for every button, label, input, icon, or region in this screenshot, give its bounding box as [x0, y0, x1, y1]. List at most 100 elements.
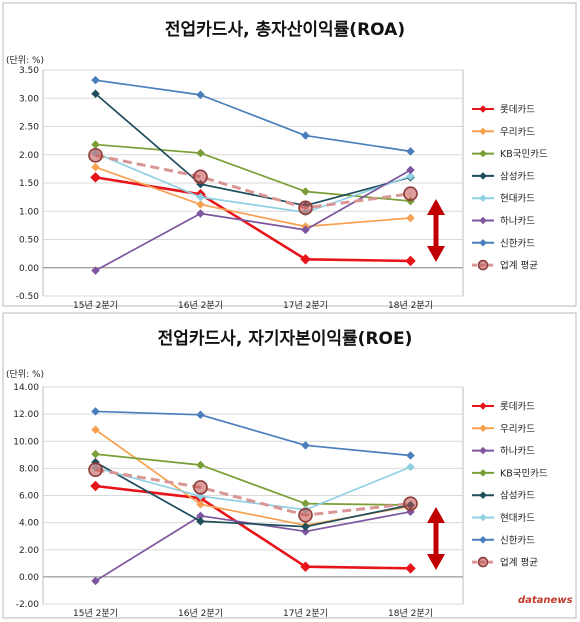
legend-label: 롯데카드 [500, 402, 535, 413]
data-point [88, 462, 103, 478]
data-point [193, 169, 208, 185]
data-point [301, 225, 310, 235]
chart-title: 전업카드사, 자기자본이익률(ROE) [158, 329, 413, 349]
legend-marker [477, 556, 489, 568]
y-tick-label: 0.50 [19, 236, 39, 246]
legend-label: 롯데카드 [500, 105, 535, 116]
legend-label: 우리카드 [500, 424, 535, 435]
series-line [94, 93, 411, 207]
gap-arrow-head-up [427, 507, 445, 523]
series [91, 407, 415, 460]
legend-marker [479, 513, 487, 522]
data-point [406, 462, 415, 472]
data-point [196, 499, 205, 509]
y-tick-label: -2.00 [16, 600, 40, 610]
legend-label: 업계 평균 [500, 260, 538, 272]
data-point [301, 440, 310, 450]
data-point [301, 522, 310, 532]
series-line [95, 79, 411, 153]
series-line [95, 453, 411, 506]
series [91, 75, 415, 156]
y-tick-label: 12.00 [13, 410, 39, 420]
data-point [196, 410, 205, 420]
legend-marker [479, 127, 487, 136]
legend-marker [479, 194, 487, 203]
data-point [300, 561, 311, 573]
series-line [95, 468, 411, 517]
data-point [406, 451, 415, 460]
data-point [90, 480, 101, 492]
series [91, 140, 415, 206]
chart-1: 전업카드사, 총자산이익률(ROA) (단위: %)3.50 3.00 2.50 2.0… [2, 2, 577, 311]
x-tick-label: 17년 2분기 [283, 300, 328, 311]
legend-label: 우리카드 [500, 127, 535, 138]
data-point [91, 576, 100, 586]
data-point [196, 516, 205, 526]
legend-label: 삼성카드 [500, 491, 535, 502]
data-point [196, 200, 205, 209]
data-point [301, 131, 310, 140]
legend-label: 신한카드 [500, 238, 535, 249]
x-tick-label: 16년 2분기 [178, 608, 223, 619]
data-point [298, 507, 313, 523]
legend-marker [479, 105, 487, 113]
data-point [196, 90, 205, 100]
legend-marker [479, 238, 487, 247]
series [88, 148, 418, 216]
legend-marker [479, 402, 487, 410]
data-point [196, 460, 205, 470]
data-point [405, 255, 416, 267]
data-point [91, 425, 100, 435]
series [88, 462, 418, 523]
data-point [301, 527, 310, 536]
data-point [91, 162, 100, 172]
data-point [196, 209, 205, 218]
y-tick-label: -0.50 [16, 292, 40, 302]
legend-marker [479, 446, 487, 455]
series-line [95, 466, 411, 511]
series-line [95, 166, 411, 228]
legend-label: 현대카드 [500, 513, 535, 524]
series-line [95, 153, 411, 210]
legend-label: KB국민카드 [500, 149, 548, 160]
y-tick-label: 6.00 [19, 492, 39, 502]
x-tick-label: 16년 2분기 [178, 300, 223, 311]
data-point [403, 186, 418, 202]
legend-label: 신한카드 [500, 535, 535, 546]
legend-marker [479, 491, 487, 500]
data-point [90, 171, 101, 183]
unit-label: (단위: %) [6, 369, 44, 380]
data-point [406, 213, 415, 223]
x-tick-label: 15년 2분기 [73, 300, 118, 311]
y-tick-label: 1.00 [19, 207, 39, 217]
chart-2: 전업카드사, 자기자본이익률(ROE) (단위: %) 14.00 12.00 10.0… [2, 312, 577, 619]
y-tick-label: 14.00 [13, 383, 39, 393]
data-point [406, 147, 415, 156]
legend-marker [477, 259, 489, 271]
legend-label: 하나카드 [500, 215, 535, 227]
data-point [406, 165, 415, 175]
legend-label: 삼성카드 [500, 171, 535, 182]
y-tick-label: 3.00 [19, 94, 39, 104]
legend-label: 하나카드 [500, 445, 535, 457]
legend-label: 현대카드 [500, 194, 535, 205]
data-point [91, 75, 100, 85]
data-point [406, 171, 415, 181]
data-point [196, 192, 205, 202]
data-point [196, 148, 205, 158]
data-point [88, 148, 103, 163]
y-tick-label: 0.00 [19, 573, 39, 583]
legend-marker [479, 424, 487, 433]
gap-arrow-head-down [427, 554, 445, 570]
chart-title: 전업카드사, 총자산이익률(ROA) [165, 20, 405, 40]
y-tick-label: 4.00 [19, 519, 39, 529]
series-line [95, 461, 411, 528]
logo-text: datanews [518, 595, 573, 606]
legend-marker [479, 216, 487, 225]
x-tick-label: 17년 2분기 [283, 608, 328, 619]
x-tick-label: 18년 2분기 [388, 608, 433, 619]
data-point [301, 187, 310, 196]
legend-marker [479, 535, 487, 544]
